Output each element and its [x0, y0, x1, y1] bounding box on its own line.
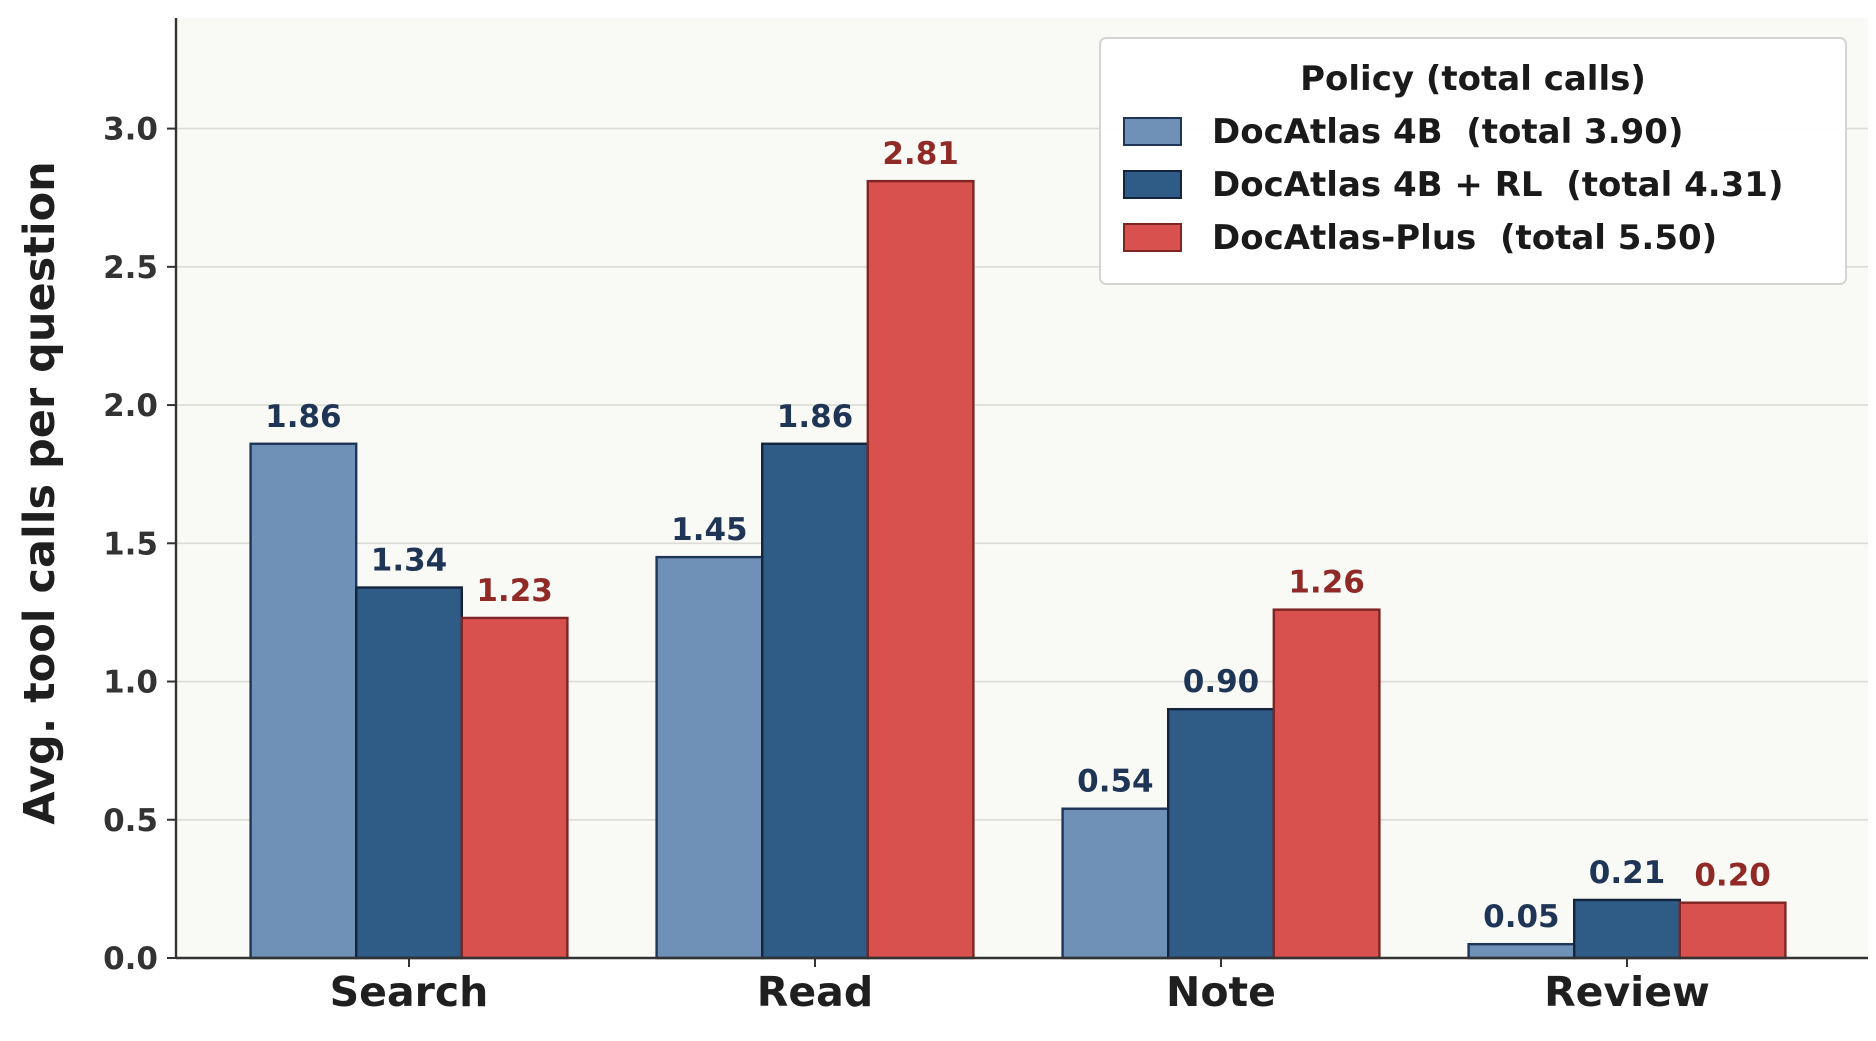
value-label: 0.21	[1589, 855, 1666, 891]
value-labels: 1.86 1.34 1.23 1.45 1.86 2.81 0.54 0.90 1.26 0.05…	[265, 136, 1771, 935]
bar-review-series-1	[1467, 942, 1576, 960]
bar-review-series-2	[1572, 898, 1681, 960]
y-tick-label: 2.5	[103, 250, 158, 286]
bar-review-series-3	[1678, 901, 1787, 960]
y-tick-label: 1.5	[103, 526, 158, 562]
value-label: 0.90	[1183, 664, 1260, 700]
y-tick-label: 0.0	[103, 941, 158, 977]
value-label: 0.20	[1694, 858, 1771, 894]
bar-note-series-2	[1166, 707, 1275, 960]
x-tick-label: Read	[757, 968, 873, 1016]
value-label: 1.45	[671, 512, 748, 548]
bar-search-series-2	[355, 586, 464, 960]
bar-read-series-3	[866, 179, 975, 960]
value-label: 1.23	[476, 573, 553, 609]
bar-read-series-1	[655, 555, 764, 960]
bar-note-series-1	[1061, 807, 1170, 960]
legend-swatch-3	[1123, 223, 1182, 252]
value-label: 2.81	[882, 136, 959, 172]
value-label: 0.05	[1483, 899, 1560, 935]
y-tick-label: 3.0	[103, 112, 158, 148]
legend-swatch-1	[1123, 117, 1182, 146]
y-tick-label: 0.5	[103, 803, 158, 839]
value-label: 0.54	[1077, 764, 1154, 800]
bar-search-series-3	[460, 616, 569, 960]
legend-entry-3: DocAtlas-Plus (total 5.50)	[1212, 218, 1717, 258]
bar-search-series-1	[249, 442, 358, 960]
x-tick-label: Review	[1544, 968, 1710, 1016]
value-label: 1.86	[777, 399, 854, 435]
y-axis-label: Avg. tool calls per question	[15, 161, 65, 824]
value-label: 1.26	[1288, 565, 1365, 601]
value-label: 1.86	[265, 399, 342, 435]
bars	[249, 179, 1787, 960]
legend-title: Policy (total calls)	[1300, 59, 1646, 99]
x-tick-label: Note	[1166, 968, 1276, 1016]
legend-box	[1099, 37, 1847, 285]
axes: 0.0 0.5 1.0 1.5 2.0 2.5 3.0 Search Read Note Revie…	[103, 18, 1868, 1016]
legend: Policy (total calls) DocAtlas 4B (total …	[1099, 37, 1847, 285]
legend-entry-2: DocAtlas 4B + RL (total 4.31)	[1212, 165, 1784, 205]
y-tick-label: 2.0	[103, 388, 158, 424]
legend-swatch-2	[1123, 170, 1182, 199]
bar-note-series-3	[1272, 608, 1381, 960]
legend-entry-1: DocAtlas 4B (total 3.90)	[1212, 112, 1683, 152]
bar-read-series-2	[761, 442, 870, 960]
value-label: 1.34	[371, 543, 448, 579]
x-tick-label: Search	[330, 968, 489, 1016]
y-tick-label: 1.0	[103, 665, 158, 701]
